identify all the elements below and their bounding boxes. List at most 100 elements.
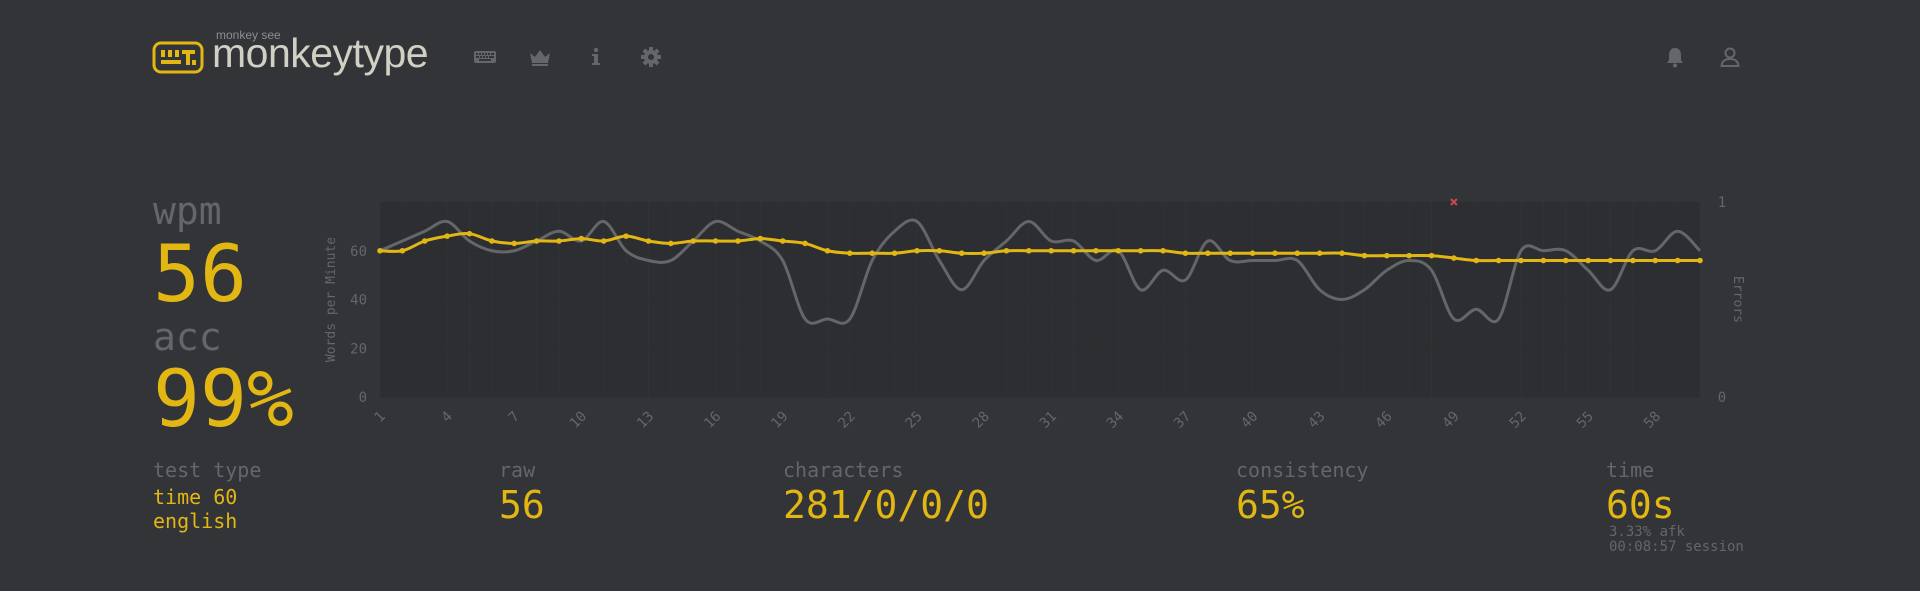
x-tick-label: 49 <box>1439 409 1462 432</box>
wpm-point <box>1272 250 1278 256</box>
wpm-point <box>1585 257 1591 264</box>
acc-value: 99% <box>153 355 294 445</box>
wpm-point <box>981 250 987 256</box>
wpm-point <box>1160 247 1166 254</box>
error-marker <box>1450 198 1458 206</box>
raw-value: 56 <box>499 483 545 527</box>
wpm-point <box>623 233 629 239</box>
x-tick-label: 1 <box>372 409 389 426</box>
wpm-point <box>489 238 495 244</box>
time-label: time <box>1606 458 1655 482</box>
wpm-point <box>1227 250 1233 256</box>
session-time: 00:08:57 session <box>1609 539 1744 555</box>
wpm-point <box>712 238 719 244</box>
wpm-point <box>1540 257 1547 264</box>
gear-icon[interactable] <box>639 45 663 69</box>
wpm-point <box>1137 247 1144 254</box>
y2-axis-label: Errors <box>1730 276 1745 323</box>
wpm-point <box>1115 247 1122 254</box>
wpm-point <box>914 247 920 254</box>
x-tick-label: 46 <box>1372 409 1395 432</box>
wpm-point <box>399 247 406 254</box>
x-tick-label: 16 <box>701 409 724 432</box>
y-tick-label: 40 <box>350 293 367 309</box>
wpm-point <box>466 230 473 237</box>
x-tick-label: 52 <box>1507 409 1530 432</box>
wpm-point <box>1473 257 1480 264</box>
afk-percent: 3.33% afk <box>1609 524 1685 540</box>
test-type-language[interactable]: english <box>153 509 238 533</box>
wpm-point <box>1026 247 1032 254</box>
keyboard-icon[interactable] <box>473 45 497 69</box>
x-tick-label: 10 <box>567 409 590 432</box>
x-tick-label: 34 <box>1104 409 1127 432</box>
x-tick-label: 13 <box>634 409 657 432</box>
wpm-point <box>1093 247 1099 254</box>
x-tick-label: 37 <box>1171 409 1194 432</box>
user-icon[interactable] <box>1718 45 1742 69</box>
wpm-label: wpm <box>153 189 222 233</box>
logo-subtitle: monkey see <box>216 28 281 42</box>
wpm-point <box>578 235 585 242</box>
wpm-point <box>802 240 808 247</box>
wpm-point <box>1361 252 1368 259</box>
x-tick-label: 43 <box>1305 409 1328 432</box>
y-axis-label: Words per Minute <box>324 237 339 362</box>
test-type-label: test type <box>153 458 262 482</box>
wpm-point <box>1003 247 1010 254</box>
wpm-point <box>1048 247 1054 254</box>
characters-label: characters <box>783 458 904 482</box>
acc-label: acc <box>153 315 222 359</box>
wpm-point <box>1495 257 1502 264</box>
x-tick-label: 19 <box>768 409 791 432</box>
wpm-point <box>891 250 898 256</box>
wpm-point <box>847 250 853 256</box>
y2-tick-label: 1 <box>1718 195 1726 211</box>
logo-text[interactable]: monkeytype <box>212 30 429 76</box>
wpm-point <box>1428 252 1435 259</box>
wpm-point <box>1316 250 1323 256</box>
y-tick-label: 60 <box>350 244 367 260</box>
raw-label: raw <box>499 458 536 482</box>
info-icon[interactable] <box>584 45 608 69</box>
consistency-value: 65% <box>1236 483 1305 527</box>
bell-icon[interactable] <box>1663 45 1687 69</box>
x-tick-label: 40 <box>1238 409 1261 432</box>
wpm-value: 56 <box>153 230 247 320</box>
x-tick-label: 25 <box>903 409 926 432</box>
wpm-point <box>600 238 607 244</box>
time-value: 60s <box>1606 483 1675 527</box>
wpm-point <box>735 238 741 244</box>
wpm-point <box>779 238 786 244</box>
wpm-point <box>1204 250 1211 256</box>
test-type-mode[interactable]: time 60 <box>153 485 238 509</box>
y2-tick-label: 0 <box>1718 390 1726 406</box>
wpm-point <box>958 250 965 256</box>
wpm-point <box>824 247 831 254</box>
wpm-point <box>1652 257 1659 264</box>
wpm-point <box>533 238 540 244</box>
logo-icon[interactable] <box>152 41 204 74</box>
wpm-point <box>1518 257 1524 264</box>
x-tick-label: 31 <box>1037 409 1060 432</box>
wpm-point <box>1339 250 1345 256</box>
x-tick-label: 58 <box>1641 409 1664 432</box>
consistency-label: consistency <box>1236 458 1369 482</box>
wpm-point <box>1182 250 1189 256</box>
wpm-point <box>690 238 697 244</box>
x-tick-label: 28 <box>970 409 993 432</box>
wpm-point <box>421 238 428 244</box>
x-tick-label: 22 <box>835 409 858 432</box>
wpm-point <box>1674 257 1681 264</box>
wpm-point <box>1383 252 1390 259</box>
crown-icon[interactable] <box>528 45 552 69</box>
y-tick-label: 0 <box>359 390 367 406</box>
wpm-point <box>757 235 764 242</box>
wpm-point <box>1630 257 1636 264</box>
wpm-point <box>377 247 383 254</box>
wpm-point <box>668 240 674 247</box>
wpm-point <box>869 250 876 256</box>
wpm-point <box>1294 250 1301 256</box>
x-tick-label: 7 <box>506 409 523 426</box>
